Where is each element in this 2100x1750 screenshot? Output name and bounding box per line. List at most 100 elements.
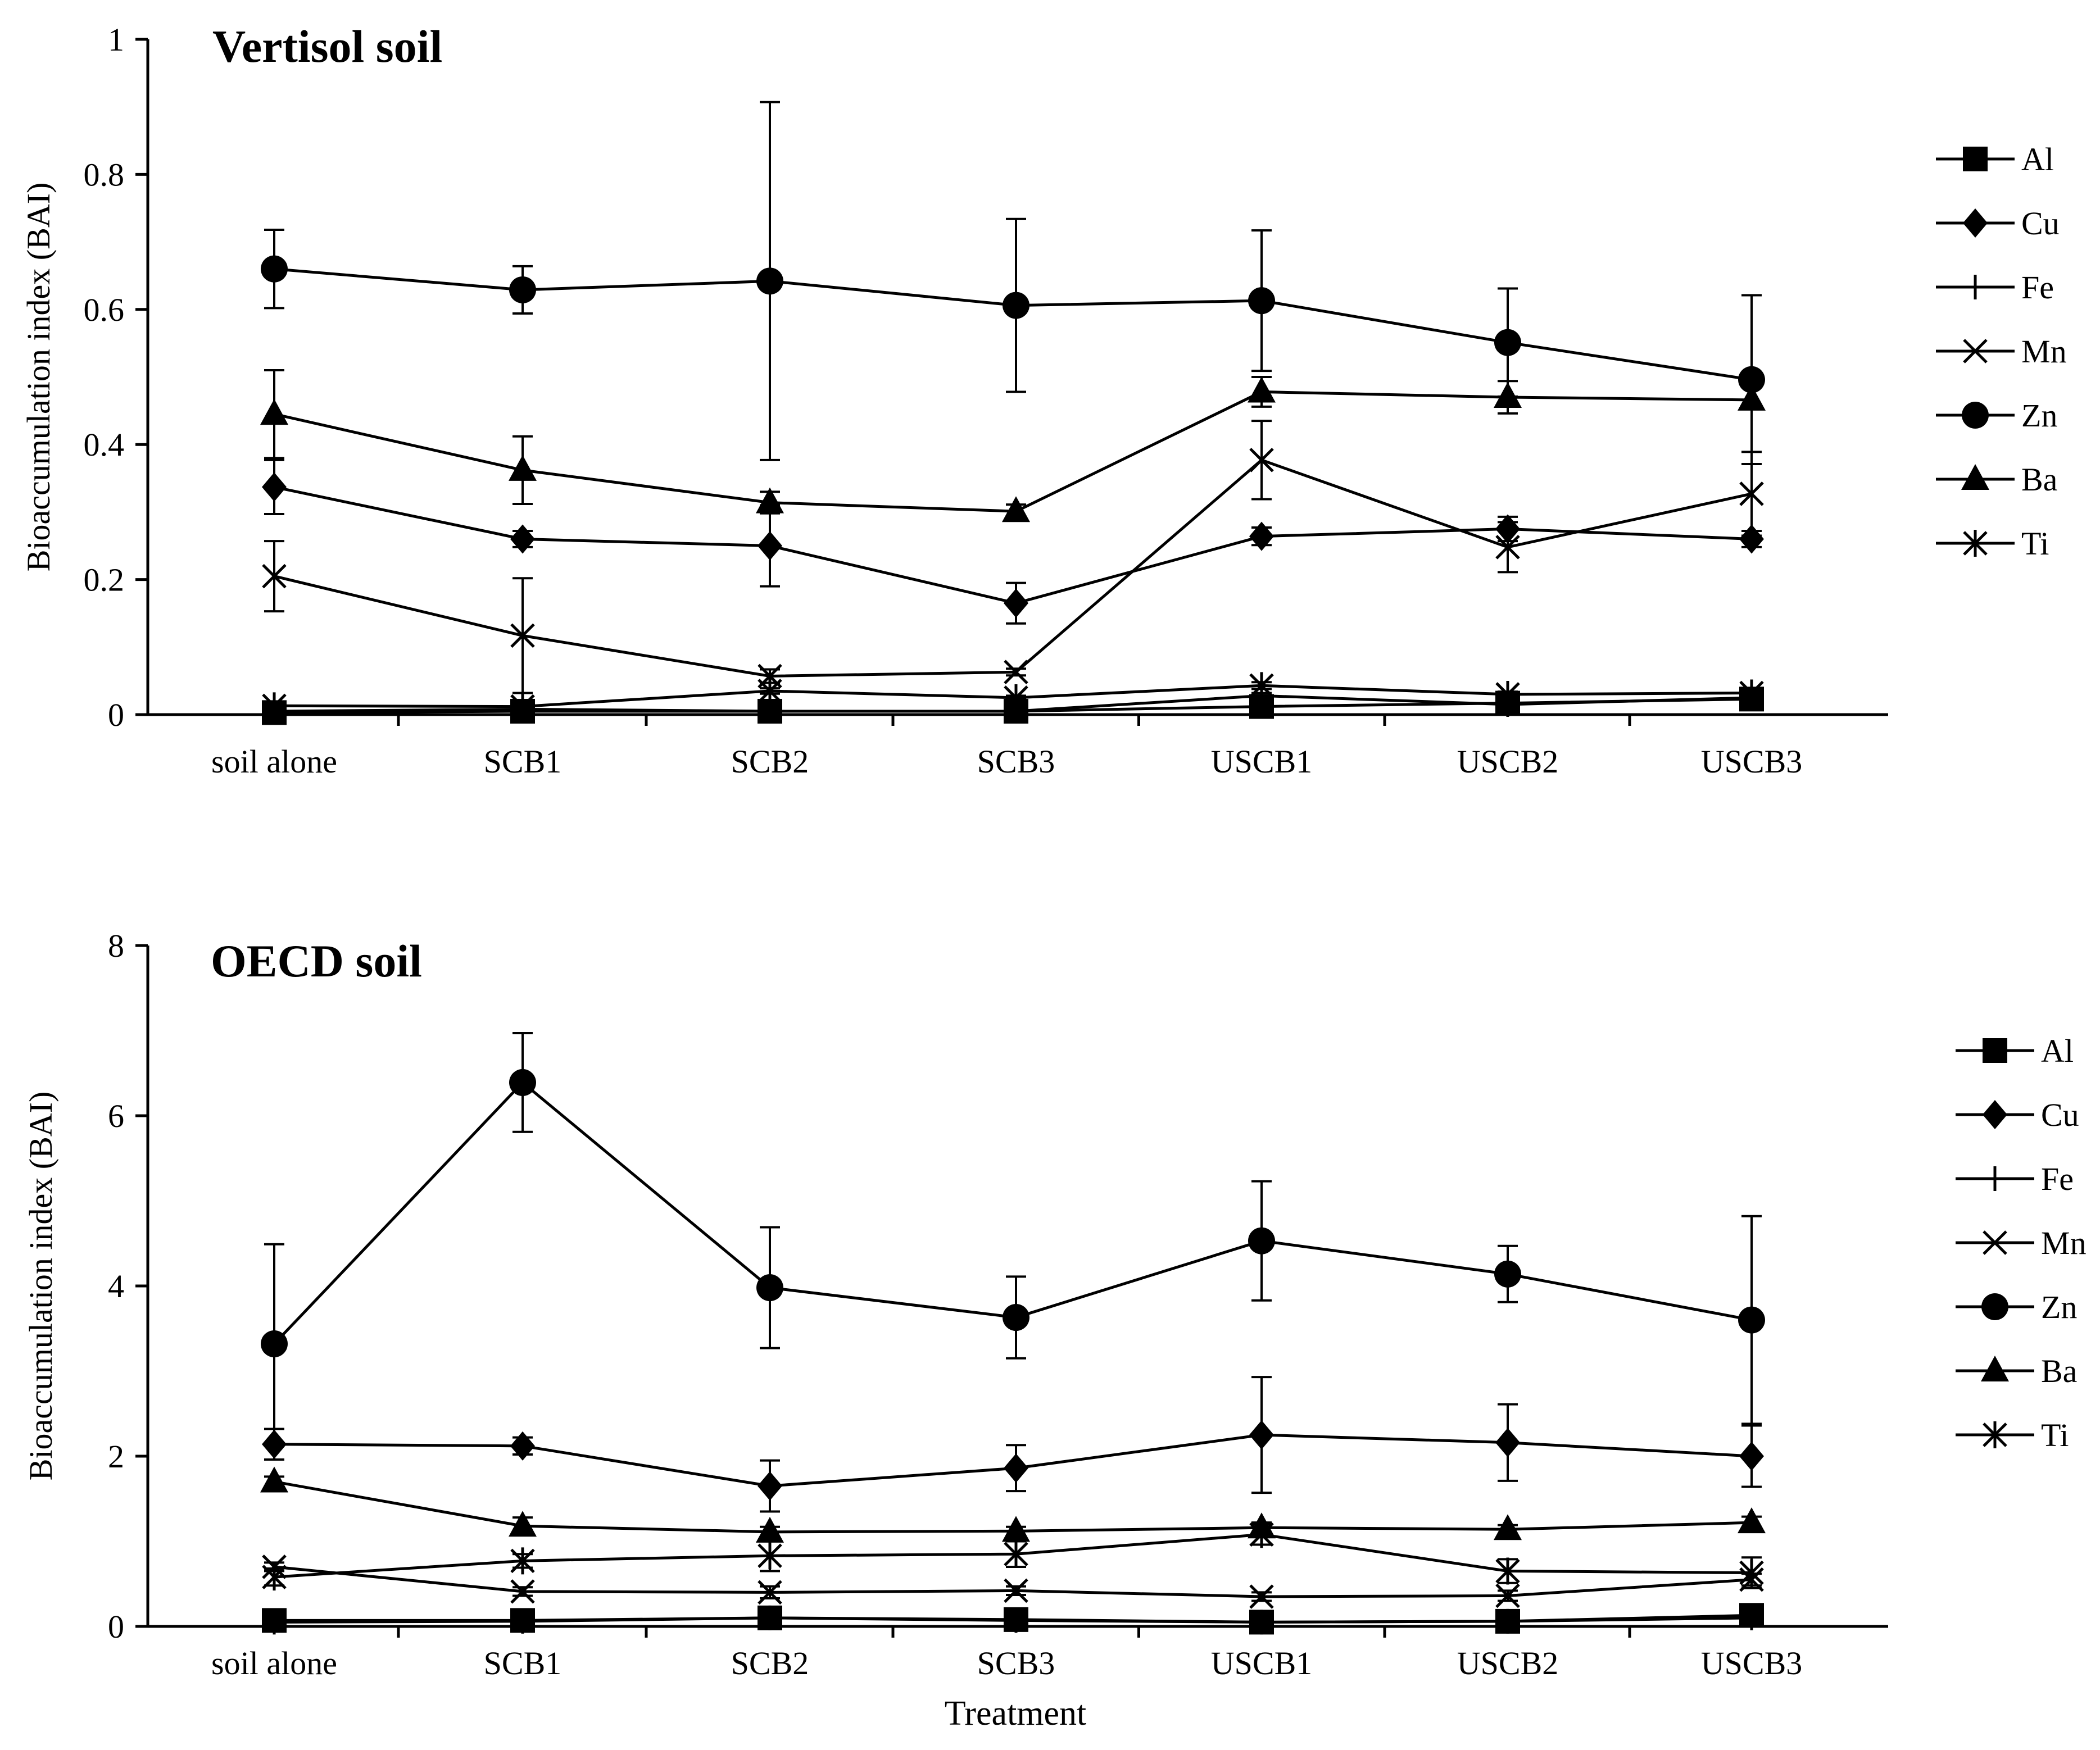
vertisol-mn-point [262,563,287,589]
oecd-mn-point [1249,1584,1274,1609]
vertisol-ba-point [1248,376,1276,403]
oecd-legend-marker-al [1983,1038,2007,1063]
vertisol-legend-item-ba: Ba [1936,461,2057,498]
oecd-series-mn [262,1554,1764,1609]
oecd-zn-point [756,1274,783,1302]
vertisol-x-tick-label: SCB1 [484,743,562,780]
vertisol-x-tick-label: SCB2 [731,743,809,780]
oecd-legend-item-zn: Zn [1956,1289,2077,1325]
oecd-fe-point [758,1605,782,1630]
oecd-ba-point [260,1466,288,1493]
oecd-x-tick-label: USCB2 [1457,1645,1559,1681]
vertisol-legend-marker-al [1963,147,1988,171]
vertisol-x-tick-label: soil alone [211,743,337,780]
vertisol-legend-label-fe: Fe [2021,269,2054,306]
oecd-ba-point [1002,1516,1030,1542]
oecd-series-cu [262,1376,1764,1513]
vertisol-ti-point [1004,684,1028,711]
vertisol-legend: Al Cu Fe Mn Zn Ba Ti [1936,141,2067,562]
vertisol-y-tick-label: 0.8 [84,156,125,193]
oecd-x-tick-label: soil alone [211,1645,337,1681]
oecd-series-fe [262,1605,1764,1635]
oecd-legend-label-cu: Cu [2041,1097,2079,1133]
oecd-y-tick-label: 0 [108,1608,124,1645]
vertisol-legend-label-ti: Ti [2021,525,2049,562]
vertisol-mn-point [1739,481,1764,506]
oecd-cu-point [1739,1442,1764,1471]
oecd-fe-point [510,1608,535,1634]
vertisol-y-tick-label: 0.4 [84,426,125,463]
vertisol-zn-point [1738,366,1765,393]
oecd-legend-item-ti: Ti [1956,1417,2069,1453]
oecd-legend-marker-ti [1983,1421,2007,1448]
vertisol-zn-point [1494,329,1521,356]
oecd-legend-item-al: Al [1956,1033,2074,1069]
vertisol-zn-point [756,267,783,295]
oecd-x-axis-label: Treatment [945,1694,1087,1733]
vertisol-cu-point [1739,524,1764,554]
vertisol-legend-label-al: Al [2021,141,2054,178]
vertisol-ti-point [1249,672,1274,699]
oecd-cu-point [758,1471,782,1501]
vertisol-legend-marker-ti [1963,530,1988,557]
vertisol-legend-marker-mn [1963,339,1988,363]
oecd-legend-item-ba: Ba [1956,1353,2077,1389]
oecd-ti-point [758,1542,782,1570]
oecd-fe-point [1004,1608,1028,1633]
vertisol-legend-item-zn: Zn [1936,397,2057,434]
oecd-ti-point [1739,1559,1764,1587]
oecd-chart-title: OECD soil [211,935,422,987]
oecd-y-tick-label: 4 [108,1268,124,1304]
oecd-legend-label-ba: Ba [2041,1353,2077,1389]
vertisol-mn-point [1004,660,1028,685]
vertisol-legend-item-fe: Fe [1936,269,2054,306]
oecd-x-tick-label: SCB2 [731,1645,809,1681]
vertisol-legend-label-cu: Cu [2021,205,2060,242]
vertisol-cu-point [758,531,782,561]
oecd-series-ti [262,1521,1764,1591]
oecd-ba-point [509,1511,537,1537]
oecd-ti-point [262,1563,287,1591]
oecd-mn-point [1004,1578,1028,1603]
oecd-ba-point [756,1516,784,1543]
vertisol-ba-point [260,399,288,425]
oecd-ba-point [1738,1507,1766,1534]
oecd-legend-item-fe: Fe [1956,1161,2074,1197]
vertisol-zn-point [509,276,536,303]
vertisol-series-ti [262,672,1764,720]
oecd-x-tick-label: SCB3 [977,1645,1055,1681]
vertisol-x-tick-label: USCB3 [1701,743,1803,780]
vertisol-legend-label-mn: Mn [2021,333,2067,370]
oecd-zn-point [509,1069,536,1096]
vertisol-ti-point [1495,680,1520,708]
oecd-legend-label-ti: Ti [2041,1417,2069,1453]
vertisol-ba-point [1002,496,1030,522]
oecd-fe-point [1739,1605,1764,1630]
vertisol-y-tick-label: 0.6 [84,292,125,328]
vertisol-x-tick-label: USCB2 [1457,743,1559,780]
oecd-ba-point [1494,1514,1522,1540]
vertisol-cu-point [1004,588,1028,618]
oecd-fe-point [262,1610,287,1635]
oecd-x-tick-label: SCB1 [484,1645,562,1681]
oecd-y-tick-label: 6 [108,1098,124,1134]
vertisol-zn-point [1003,292,1029,319]
oecd-x-tick-label: USCB3 [1701,1645,1803,1681]
oecd-legend-item-cu: Cu [1956,1097,2079,1133]
vertisol-y-tick-label: 1 [108,21,124,58]
vertisol-ba-point [1738,384,1766,411]
oecd-zn-point [261,1330,288,1358]
vertisol-legend-label-zn: Zn [2021,397,2057,434]
oecd-x-tick-label: USCB1 [1211,1645,1313,1681]
oecd-cu-point [1249,1420,1274,1450]
oecd-zn-point [1494,1260,1521,1288]
vertisol-legend-label-ba: Ba [2021,461,2057,498]
oecd-legend-marker-ba [1981,1356,2009,1381]
vertisol-mn-point [510,623,535,648]
vertisol-ba-point [756,487,784,513]
oecd-mn-point [510,1579,535,1604]
vertisol-zn-point [261,255,288,283]
oecd-series-ba [260,1466,1766,1543]
vertisol-series-ba [260,369,1766,522]
vertisol-ti-point [510,693,535,720]
